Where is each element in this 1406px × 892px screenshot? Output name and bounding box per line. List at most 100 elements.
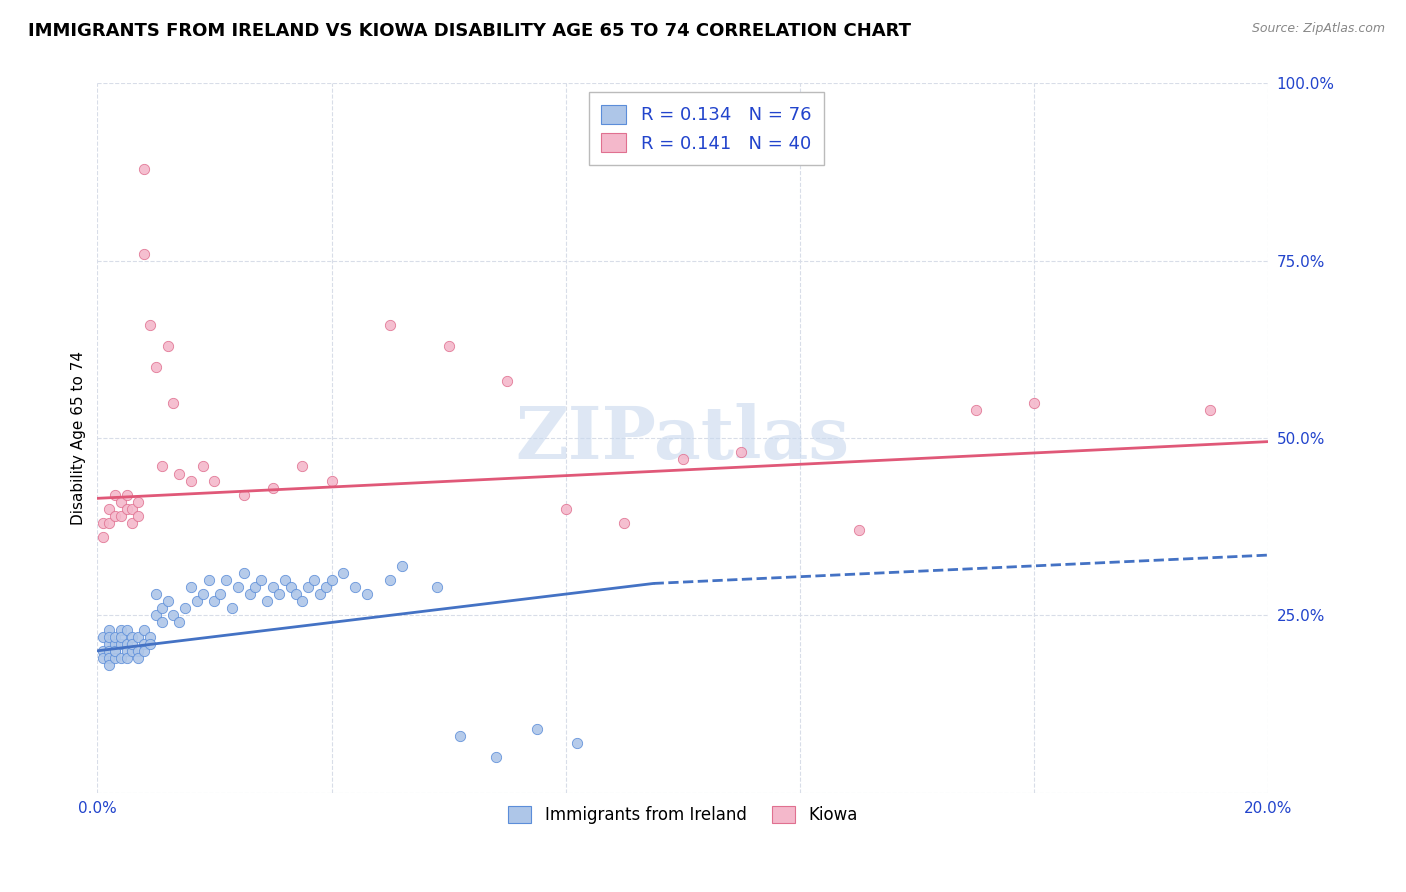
Point <box>232 566 254 580</box>
Point <box>1024 395 1046 409</box>
Point <box>426 580 449 594</box>
Point <box>1199 402 1222 417</box>
Point <box>150 459 173 474</box>
Point <box>262 481 284 495</box>
Point <box>98 502 121 516</box>
Point <box>291 594 314 608</box>
Point <box>567 736 589 750</box>
Point <box>730 445 752 459</box>
Point <box>484 750 506 764</box>
Point <box>104 644 127 658</box>
Point <box>110 651 132 665</box>
Point <box>297 580 319 594</box>
Point <box>110 509 132 524</box>
Point <box>98 651 121 665</box>
Point <box>169 615 191 630</box>
Text: ZIPatlas: ZIPatlas <box>516 402 851 474</box>
Point <box>180 474 202 488</box>
Point <box>156 594 179 608</box>
Point <box>174 601 197 615</box>
Point <box>267 587 290 601</box>
Point <box>449 729 471 743</box>
Point <box>209 587 232 601</box>
Point <box>127 651 149 665</box>
Point <box>332 566 354 580</box>
Point <box>250 573 273 587</box>
Point <box>110 630 132 644</box>
Point <box>613 516 636 530</box>
Point <box>104 488 127 502</box>
Point <box>215 573 238 587</box>
Point <box>291 459 314 474</box>
Legend: Immigrants from Ireland, Kiowa: Immigrants from Ireland, Kiowa <box>498 796 868 834</box>
Point <box>98 623 121 637</box>
Point <box>98 630 121 644</box>
Point <box>221 601 243 615</box>
Text: IMMIGRANTS FROM IRELAND VS KIOWA DISABILITY AGE 65 TO 74 CORRELATION CHART: IMMIGRANTS FROM IRELAND VS KIOWA DISABIL… <box>28 22 911 40</box>
Point <box>302 573 325 587</box>
Point <box>274 573 297 587</box>
Point <box>245 580 267 594</box>
Point <box>110 623 132 637</box>
Point <box>169 467 191 481</box>
Point <box>226 580 249 594</box>
Point <box>134 623 156 637</box>
Point <box>127 630 149 644</box>
Point <box>180 580 202 594</box>
Point <box>91 516 114 530</box>
Point <box>186 594 208 608</box>
Point <box>256 594 278 608</box>
Point <box>321 573 343 587</box>
Point <box>554 502 576 516</box>
Point <box>127 495 149 509</box>
Point <box>127 644 149 658</box>
Point <box>672 452 695 467</box>
Point <box>110 637 132 651</box>
Point <box>239 587 262 601</box>
Point <box>115 644 138 658</box>
Point <box>145 360 167 375</box>
Point <box>526 722 548 736</box>
Point <box>139 637 162 651</box>
Point <box>91 630 114 644</box>
Point <box>315 580 337 594</box>
Point <box>91 644 114 658</box>
Point <box>162 608 184 623</box>
Point <box>121 630 143 644</box>
Point <box>437 339 460 353</box>
Point <box>191 459 214 474</box>
Point <box>150 615 173 630</box>
Point <box>145 608 167 623</box>
Point <box>98 658 121 673</box>
Point <box>496 374 519 388</box>
Point <box>104 630 127 644</box>
Point <box>162 395 184 409</box>
Point <box>280 580 302 594</box>
Point <box>104 637 127 651</box>
Point <box>378 573 401 587</box>
Point <box>98 637 121 651</box>
Point <box>115 502 138 516</box>
Y-axis label: Disability Age 65 to 74: Disability Age 65 to 74 <box>72 351 86 525</box>
Point <box>378 318 401 332</box>
Point <box>285 587 308 601</box>
Point <box>156 339 179 353</box>
Point <box>134 161 156 176</box>
Point <box>139 630 162 644</box>
Point <box>104 651 127 665</box>
Point <box>139 318 162 332</box>
Point <box>115 623 138 637</box>
Point <box>262 580 284 594</box>
Point <box>115 651 138 665</box>
Point <box>356 587 378 601</box>
Point <box>110 495 132 509</box>
Point <box>98 516 121 530</box>
Point <box>134 246 156 260</box>
Point <box>321 474 343 488</box>
Point <box>127 509 149 524</box>
Point <box>145 587 167 601</box>
Point <box>848 523 870 537</box>
Point <box>343 580 366 594</box>
Point <box>115 488 138 502</box>
Point <box>204 474 226 488</box>
